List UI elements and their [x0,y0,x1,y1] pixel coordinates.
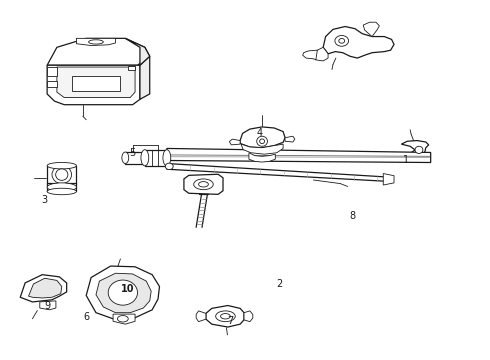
Text: 2: 2 [276,279,282,289]
Polygon shape [167,148,431,162]
Ellipse shape [198,181,208,187]
Polygon shape [240,127,285,148]
Ellipse shape [47,188,76,195]
Text: 8: 8 [349,211,356,221]
Polygon shape [72,76,121,91]
Polygon shape [206,306,244,327]
Polygon shape [249,153,275,162]
Ellipse shape [194,179,213,190]
Ellipse shape [220,314,230,319]
Polygon shape [128,66,135,69]
Polygon shape [303,50,318,60]
Polygon shape [47,65,140,105]
Polygon shape [167,163,389,181]
Polygon shape [125,39,150,65]
Polygon shape [40,301,56,310]
Text: 9: 9 [44,301,50,311]
Ellipse shape [122,152,129,163]
Text: 1: 1 [403,155,409,165]
Ellipse shape [257,136,268,146]
Polygon shape [196,311,206,321]
Ellipse shape [118,316,128,322]
Polygon shape [20,275,67,302]
Ellipse shape [216,311,235,321]
Polygon shape [47,166,76,184]
Polygon shape [323,27,394,58]
Polygon shape [229,139,240,145]
Polygon shape [314,47,328,61]
Polygon shape [96,273,151,313]
Polygon shape [125,152,147,163]
Polygon shape [401,140,429,159]
Polygon shape [47,183,76,192]
Polygon shape [363,22,379,37]
Polygon shape [47,39,150,65]
Text: 5: 5 [129,148,136,158]
Ellipse shape [339,39,344,43]
Ellipse shape [56,169,68,180]
Text: 10: 10 [121,284,134,294]
Ellipse shape [52,166,72,184]
Ellipse shape [47,162,76,169]
Polygon shape [86,266,159,319]
Ellipse shape [260,139,265,144]
Polygon shape [383,174,394,185]
Ellipse shape [163,150,171,166]
Polygon shape [184,174,223,194]
Text: 4: 4 [257,129,263,138]
Polygon shape [285,136,295,142]
Polygon shape [57,67,135,98]
Text: 7: 7 [227,316,233,325]
Ellipse shape [47,183,76,192]
Text: 6: 6 [83,312,89,322]
Text: 3: 3 [42,195,48,205]
Ellipse shape [165,163,173,170]
Polygon shape [113,314,135,324]
Polygon shape [47,81,57,87]
Polygon shape [47,67,57,76]
Ellipse shape [335,36,348,46]
Ellipse shape [108,280,138,305]
Polygon shape [145,149,167,166]
Polygon shape [244,311,253,321]
Ellipse shape [89,40,103,44]
Polygon shape [76,39,116,45]
Ellipse shape [141,150,149,166]
Polygon shape [140,56,150,99]
Polygon shape [241,144,283,154]
Polygon shape [28,278,62,298]
Ellipse shape [415,146,423,153]
